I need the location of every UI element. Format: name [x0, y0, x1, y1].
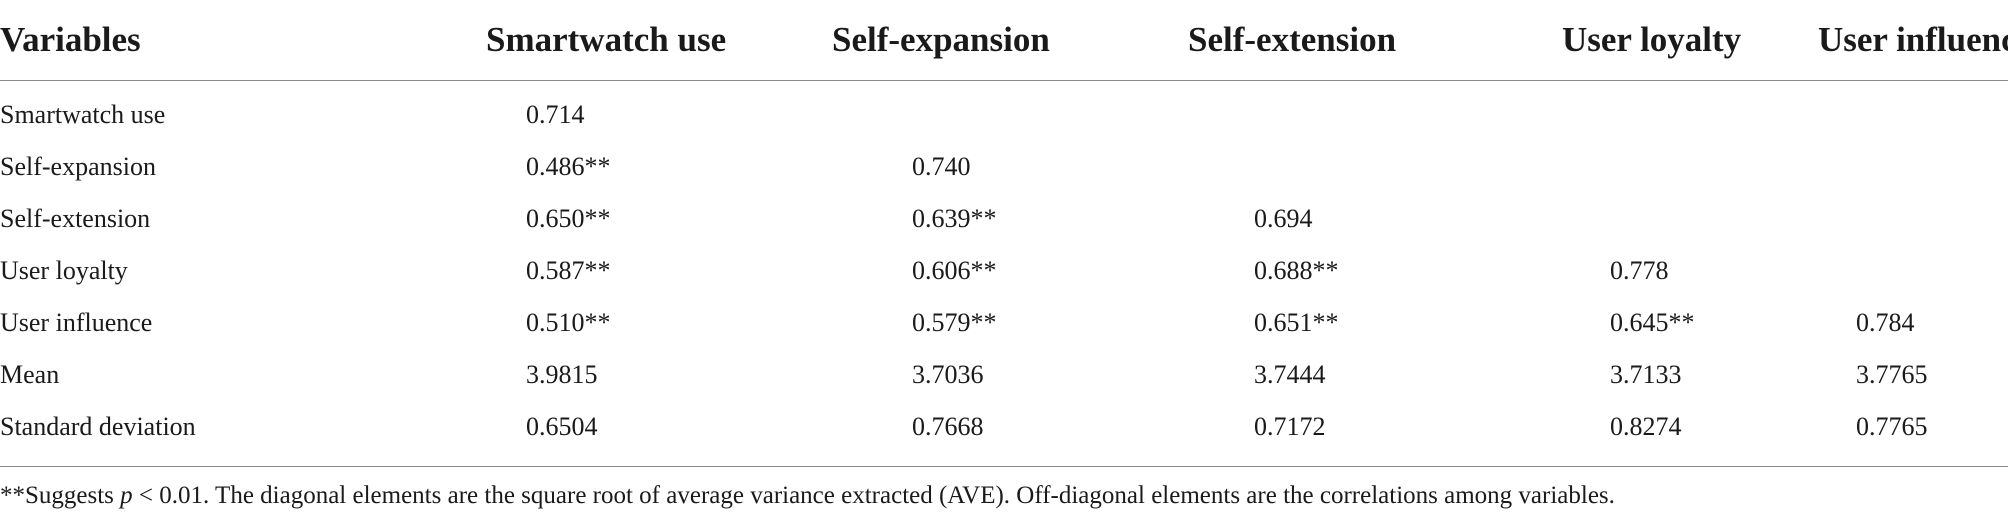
row-label: Mean — [0, 360, 60, 389]
table-body: Smartwatch use 0.714 Self-expansion 0.486**… — [0, 81, 2008, 454]
table-row: User influence 0.510** 0.579** 0.651** 0.645… — [0, 297, 2008, 349]
table-cell: 3.9815 — [526, 360, 598, 389]
table-cell — [828, 81, 1178, 142]
table-cell — [1522, 193, 1818, 245]
table-cell — [1818, 193, 2008, 245]
table-cell: 3.7133 — [1610, 360, 1682, 389]
row-label: User influence — [0, 308, 153, 337]
table-cell — [1178, 141, 1522, 193]
footnote-p-symbol: p — [120, 482, 133, 509]
table-cell — [1818, 245, 2008, 297]
row-label: Self-extension — [0, 204, 151, 233]
table-cell: 0.6504 — [526, 412, 598, 441]
table-cell: 0.606** — [912, 256, 997, 285]
row-label: Standard deviation — [0, 412, 196, 441]
footnote-prefix: **Suggests — [0, 482, 121, 509]
row-label: User loyalty — [0, 256, 128, 285]
table-row: Self-extension 0.650** 0.639** 0.694 — [0, 193, 2008, 245]
table-cell: 0.784 — [1856, 308, 1915, 337]
table-cell: 0.587** — [526, 256, 611, 285]
table-cell: 0.510** — [526, 308, 611, 337]
table-cell — [1818, 81, 2008, 142]
header-self-expansion: Self-expansion — [828, 0, 1178, 81]
table-cell: 0.740 — [912, 152, 971, 181]
table-cell — [1818, 141, 2008, 193]
header-user-loyalty: User loyalty — [1522, 0, 1818, 81]
table-cell: 0.714 — [526, 100, 585, 129]
table-cell: 0.650** — [526, 204, 611, 233]
table-bottom-rule — [0, 466, 2008, 467]
table-cell: 0.778 — [1610, 256, 1669, 285]
table-cell: 3.7036 — [912, 360, 984, 389]
table-cell: 0.651** — [1254, 308, 1339, 337]
table-cell: 0.694 — [1254, 204, 1313, 233]
table-cell: 0.486** — [526, 152, 611, 181]
table-cell: 0.7765 — [1856, 412, 1928, 441]
table-cell: 0.8274 — [1610, 412, 1682, 441]
footnote-suffix: < 0.01. The diagonal elements are the sq… — [132, 482, 1615, 509]
correlation-table-container: Variables Smartwatch use Self-expansion … — [0, 0, 2008, 454]
header-row: Variables Smartwatch use Self-expansion … — [0, 0, 2008, 81]
table-cell: 0.688** — [1254, 256, 1339, 285]
table-cell: 0.579** — [912, 308, 997, 337]
table-cell: 3.7765 — [1856, 360, 1928, 389]
table-row: Smartwatch use 0.714 — [0, 81, 2008, 142]
table-cell: 3.7444 — [1254, 360, 1326, 389]
header-smartwatch-use: Smartwatch use — [454, 0, 828, 81]
table-row: Standard deviation 0.6504 0.7668 0.7172 0.82… — [0, 401, 2008, 453]
table-cell — [1178, 81, 1522, 142]
row-label: Smartwatch use — [0, 100, 166, 129]
table-cell: 0.7668 — [912, 412, 984, 441]
header-user-influence: User influence — [1818, 0, 2008, 81]
header-self-extension: Self-extension — [1178, 0, 1522, 81]
table-cell: 0.7172 — [1254, 412, 1326, 441]
header-variables: Variables — [0, 0, 454, 81]
table-cell: 0.639** — [912, 204, 997, 233]
table-cell: 0.645** — [1610, 308, 1695, 337]
row-label: Self-expansion — [0, 152, 156, 181]
table-cell — [1522, 141, 1818, 193]
table-row: Mean 3.9815 3.7036 3.7444 3.7133 3.7765 — [0, 349, 2008, 401]
correlation-table: Variables Smartwatch use Self-expansion … — [0, 0, 2008, 454]
table-footnote: **Suggests p < 0.01. The diagonal elemen… — [0, 482, 1615, 510]
table-cell — [1522, 81, 1818, 142]
table-row: User loyalty 0.587** 0.606** 0.688** 0.778 — [0, 245, 2008, 297]
table-row: Self-expansion 0.486** 0.740 — [0, 141, 2008, 193]
table-header: Variables Smartwatch use Self-expansion … — [0, 0, 2008, 81]
